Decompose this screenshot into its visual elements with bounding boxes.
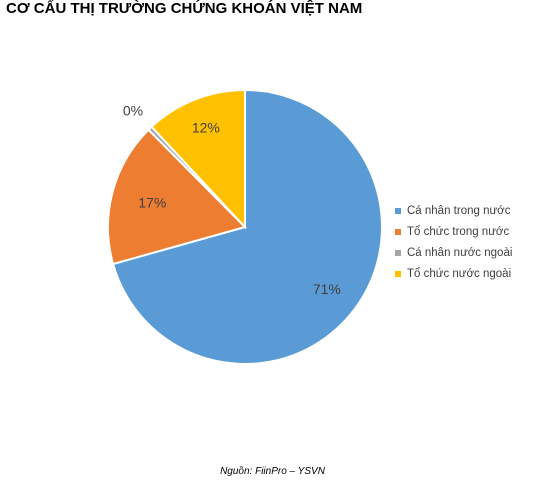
legend-item-ca-nhan-trong-nuoc: Cá nhân trong nước (395, 200, 512, 221)
source-note: Nguồn: FiinPro – YSVN (220, 466, 325, 477)
legend-label: Tổ chức trong nước (407, 225, 510, 238)
pie-slice-labels: 71% 17% 0% 12% (123, 102, 341, 297)
legend-label: Cá nhân nước ngoài (407, 246, 513, 259)
legend-label: Cá nhân trong nước (407, 204, 511, 217)
chart-title: CƠ CẤU THỊ TRƯỜNG CHỨNG KHOÁN VIỆT NAM (6, 0, 363, 17)
slice-to-chuc-nuoc-ngoai (150, 88, 246, 230)
legend-swatch (395, 270, 401, 277)
legend-swatch (395, 207, 401, 214)
legend-item-to-chuc-trong-nuoc: Tổ chức trong nước (395, 221, 512, 242)
legend-swatch (395, 228, 401, 235)
slice-label: 17% (138, 195, 166, 211)
pie-slices (107, 88, 383, 365)
chart-legend: Cá nhân trong nước Tổ chức trong nước Cá… (395, 200, 512, 284)
legend-item-to-chuc-nuoc-ngoai: Tổ chức nước ngoài (395, 263, 512, 284)
slice-label: 71% (313, 281, 341, 297)
legend-label: Tổ chức nước ngoài (407, 267, 512, 280)
slice-ca-nhan-trong-nuoc (111, 88, 383, 365)
slice-label: 12% (192, 120, 220, 136)
legend-item-ca-nhan-nuoc-ngoai: Cá nhân nước ngoài (395, 242, 512, 263)
slice-to-chuc-trong-nuoc (107, 128, 247, 266)
slice-label: 0% (123, 102, 143, 118)
legend-swatch (395, 249, 401, 256)
